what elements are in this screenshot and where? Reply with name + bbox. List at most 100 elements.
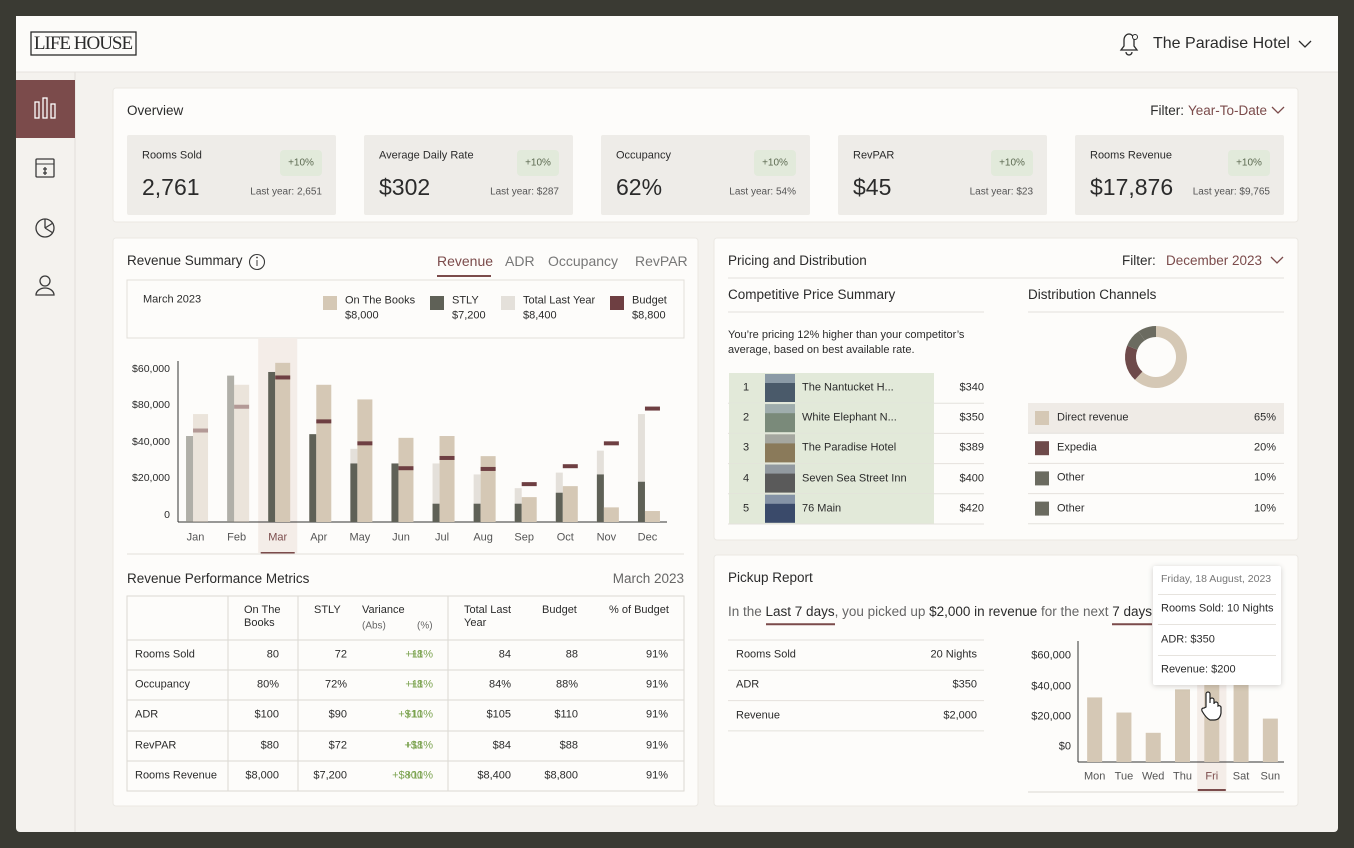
hotel-image-sky (765, 434, 795, 444)
nav-icon[interactable] (35, 287, 55, 296)
kpi-badge (280, 150, 322, 176)
bar (316, 384, 332, 522)
row-label: Rooms Sold (135, 648, 195, 661)
cell: $84 (492, 739, 511, 752)
cell: +$8 (404, 739, 423, 752)
cell: 91% (645, 648, 668, 661)
rank-highlight (729, 463, 934, 494)
cell: +$800 (392, 769, 423, 782)
column-header: Total Last Year (464, 604, 512, 629)
nav-icon[interactable] (42, 97, 48, 119)
tab[interactable]: Occupancy (548, 252, 619, 269)
kpi-change: +10% (1236, 157, 1262, 169)
x-tick-label: Feb (227, 531, 247, 544)
x-tick-label: Wed (1141, 770, 1165, 783)
channel-name: Other (1057, 472, 1085, 485)
tab[interactable]: ADR (505, 252, 535, 269)
kpi-badge (517, 150, 559, 176)
sentence-highlight: $2,000 in revenue (929, 604, 1038, 620)
cell: 84 (498, 648, 511, 661)
price: $420 (959, 502, 984, 515)
selected-underline (1197, 789, 1226, 791)
sentence-text: for the next (1037, 604, 1113, 620)
cell: +11% (405, 678, 433, 691)
column-header: Variance (362, 604, 405, 616)
section-title: Overview (127, 103, 184, 119)
legend-period: March 2023 (143, 293, 202, 306)
bar (227, 375, 235, 522)
budget-marker (357, 441, 373, 446)
tooltip-divider (1158, 655, 1276, 656)
cell: $8,000 (245, 769, 279, 782)
kpi-label: Rooms Sold (142, 149, 202, 162)
legend-swatch (610, 296, 624, 310)
nav-icon[interactable] (43, 167, 47, 175)
bar (596, 474, 604, 522)
filter-value[interactable]: December 2023 (1166, 253, 1263, 269)
bell-icon[interactable] (1119, 33, 1139, 56)
budget-marker (603, 441, 619, 446)
tab[interactable]: Revenue (437, 252, 494, 269)
nav-active[interactable] (16, 80, 75, 138)
bar (637, 481, 645, 522)
sentence-highlight[interactable]: Last 7 days (765, 604, 835, 626)
bar (268, 371, 276, 522)
logo-box (30, 31, 137, 56)
bar (186, 436, 194, 522)
legend-box (126, 279, 685, 339)
chevron-icon (1298, 40, 1312, 48)
bar (1175, 689, 1190, 762)
rank-highlight (729, 433, 934, 464)
kpi-value: 62% (616, 173, 663, 200)
kpi-last-year: Last year: $287 (490, 186, 559, 198)
nav-icon[interactable] (34, 101, 40, 119)
metric-name: Revenue (736, 709, 781, 722)
hotel-name[interactable]: The Paradise Hotel (1153, 34, 1290, 52)
tab[interactable]: RevPAR (635, 252, 688, 269)
bar (514, 503, 522, 522)
budget-marker (439, 455, 455, 460)
rank-highlight (729, 493, 934, 524)
kpi-label: Average Daily Rate (379, 149, 474, 162)
hotel-name: Seven Sea Street Inn (802, 472, 907, 485)
kpi-label: Rooms Revenue (1090, 149, 1172, 162)
hotel-name: 76 Main (802, 502, 842, 515)
nav-icon[interactable] (35, 158, 55, 178)
y-tick-label: $40,000 (1031, 680, 1071, 693)
column-header: STLY (314, 604, 341, 616)
bell-dot (1132, 34, 1138, 40)
nav-icon[interactable] (39, 275, 51, 287)
bar (439, 436, 455, 522)
cell: 72 (334, 648, 347, 661)
legend-value: $8,800 (632, 309, 666, 322)
x-tick-label: Tue (1114, 770, 1134, 783)
row-label: ADR (135, 709, 159, 722)
kpi-value: $45 (853, 173, 892, 200)
kpi-last-year: Last year: 54% (729, 186, 796, 198)
sentence-text: , you picked up (834, 604, 930, 620)
cell: +11% (405, 709, 433, 722)
channel-share: 10% (1253, 472, 1276, 485)
price: $350 (959, 411, 984, 424)
nav-icon[interactable] (44, 219, 54, 234)
bar (603, 507, 619, 522)
bar (1262, 718, 1278, 762)
tooltip-line: Rooms Sold: 10 Nights (1161, 602, 1274, 615)
y-tick-label: 0 (164, 508, 170, 521)
cell: 88 (565, 648, 578, 661)
metric-value: $350 (952, 678, 977, 691)
channel-name: Expedia (1057, 441, 1097, 454)
donut-segment (1134, 326, 1187, 388)
row-label: Rooms Revenue (135, 769, 217, 782)
budget-marker (234, 404, 250, 409)
y-tick-label: $40,000 (132, 435, 170, 448)
y-tick-label: $20,000 (1031, 710, 1071, 723)
section-title: Revenue Performance Metrics (127, 571, 310, 587)
budget-marker (316, 419, 332, 424)
kpi-badge (1228, 150, 1270, 176)
sentence-highlight[interactable]: 7 days (1112, 604, 1153, 626)
channel-share: 20% (1253, 441, 1276, 454)
filter-value[interactable]: Year-To-Date (1188, 103, 1268, 119)
nav-icon[interactable] (50, 103, 56, 119)
hotel-image-sky (765, 464, 795, 474)
